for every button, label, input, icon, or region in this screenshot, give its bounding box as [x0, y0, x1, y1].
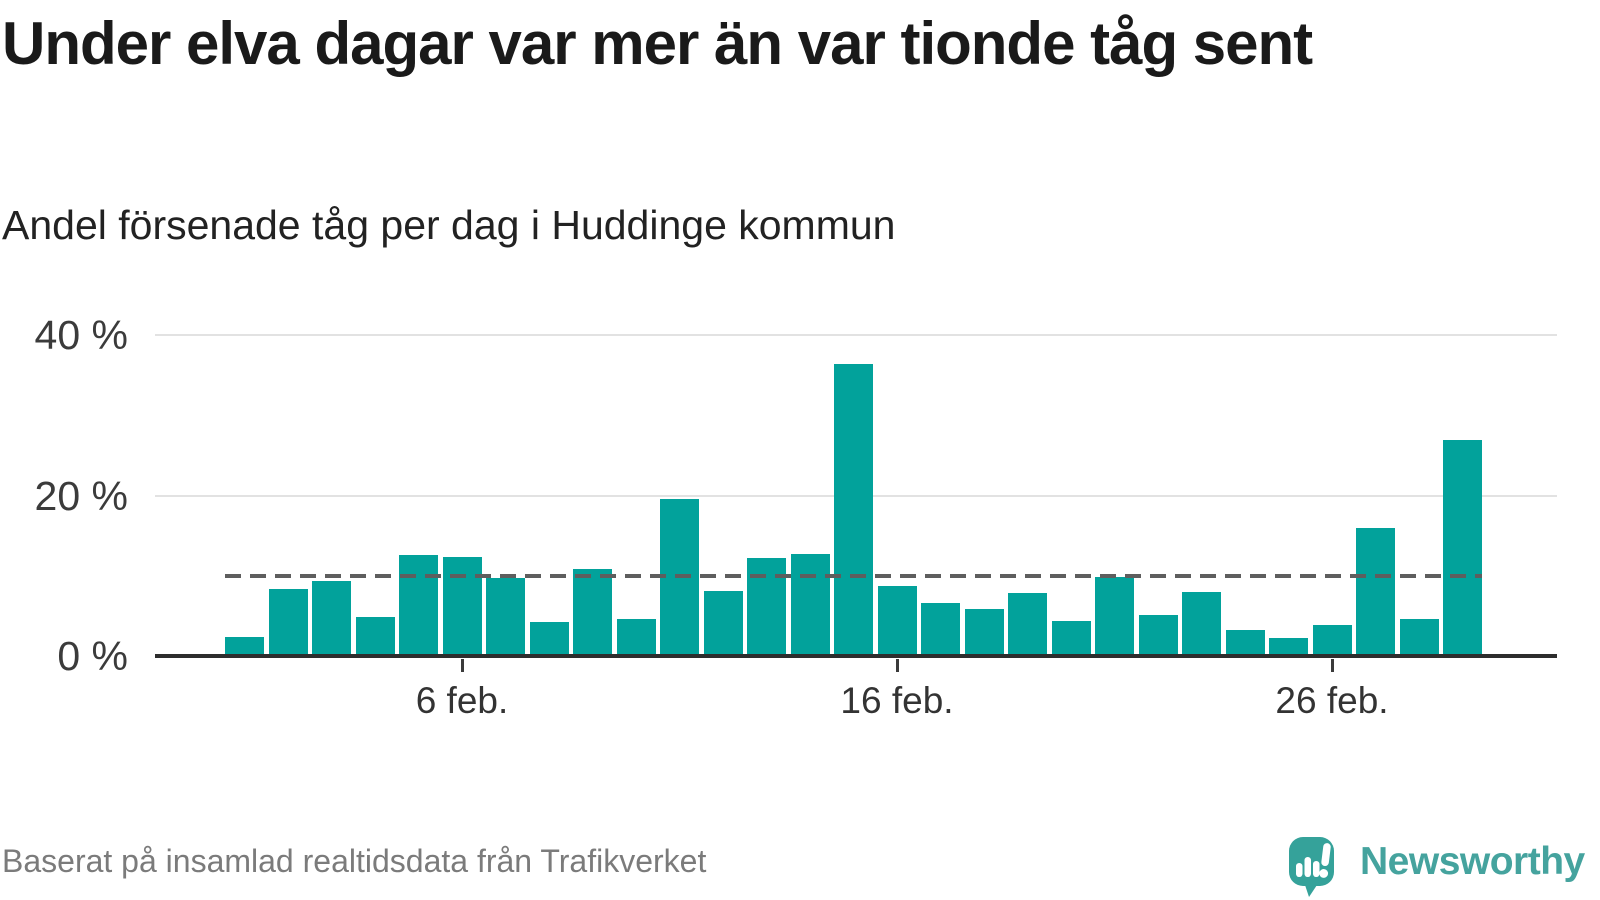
bar	[442, 557, 482, 656]
chart-subtitle: Andel försenade tåg per dag i Huddinge k…	[2, 202, 896, 248]
bar	[1008, 593, 1047, 656]
bar	[355, 616, 395, 656]
x-axis-label: 6 feb.	[415, 680, 509, 721]
bar	[573, 568, 612, 656]
newsworthy-logo-icon	[1288, 836, 1336, 900]
x-axis-tick	[895, 659, 899, 672]
bar	[1051, 620, 1091, 656]
bar	[703, 590, 743, 656]
gridline	[155, 334, 1557, 336]
bar	[312, 581, 351, 656]
bar	[529, 622, 569, 656]
bar	[268, 588, 308, 656]
bar	[1312, 624, 1352, 656]
bar	[225, 636, 264, 656]
bar	[486, 578, 525, 656]
bar	[790, 554, 830, 656]
bar	[1443, 440, 1482, 656]
y-axis-label: 40 %	[34, 312, 128, 358]
y-axis-label: 20 %	[34, 472, 128, 519]
x-axis-tick	[460, 659, 464, 672]
bar	[1095, 577, 1134, 656]
newsworthy-logo[interactable]: Newsworthy	[1288, 836, 1598, 900]
bar	[1399, 619, 1439, 656]
bar	[964, 609, 1004, 656]
bar	[399, 554, 438, 656]
x-axis-line	[155, 654, 1557, 658]
bar	[877, 586, 917, 656]
bar	[616, 619, 656, 656]
newsworthy-logo-text: Newsworthy	[1360, 840, 1585, 883]
bar	[1356, 528, 1395, 656]
bar	[1138, 615, 1178, 656]
x-axis-label: 16 feb.	[840, 680, 954, 721]
bar	[834, 363, 873, 656]
bar	[1225, 629, 1265, 656]
source-note: Baserat på insamlad realtidsdata från Tr…	[2, 843, 707, 879]
bar	[921, 603, 960, 656]
chart-title: Under elva dagar var mer än var tionde t…	[2, 10, 1313, 77]
bar	[1182, 591, 1221, 656]
x-axis-tick	[1330, 659, 1334, 672]
y-axis-label: 0 %	[57, 633, 128, 679]
x-axis-label: 26 feb.	[1275, 680, 1389, 721]
bar	[1269, 637, 1308, 656]
reference-line	[225, 573, 1482, 578]
